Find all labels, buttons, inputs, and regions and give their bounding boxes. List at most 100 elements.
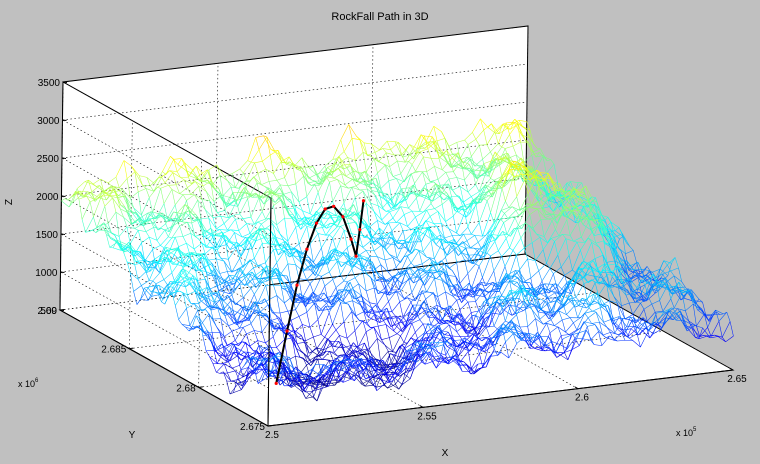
mesh-line — [263, 196, 268, 205]
mesh-line — [127, 212, 136, 223]
mesh-line — [61, 198, 66, 202]
mesh-line — [236, 187, 245, 202]
mesh-line — [111, 185, 120, 189]
mesh-line — [163, 279, 168, 285]
mesh-line — [150, 219, 154, 228]
mesh-line — [342, 165, 347, 177]
mesh-line — [205, 246, 214, 254]
mesh-line — [169, 218, 178, 220]
mesh-line — [240, 249, 245, 257]
mesh-line — [257, 221, 262, 225]
mesh-line — [105, 189, 114, 194]
mesh-line — [292, 214, 301, 230]
mesh-line — [441, 131, 446, 139]
mesh-line — [149, 187, 158, 198]
mesh-line — [199, 174, 204, 187]
mesh-line — [255, 137, 260, 150]
mesh-line — [213, 194, 222, 202]
mesh-line — [109, 247, 114, 249]
mesh-line — [335, 163, 344, 170]
mesh-line — [221, 232, 226, 240]
mesh-line — [204, 253, 209, 261]
mesh-line — [217, 239, 226, 251]
mesh-line — [281, 156, 290, 162]
mesh-line — [164, 256, 169, 260]
mesh-line — [270, 149, 279, 155]
mesh-line — [117, 195, 126, 199]
mesh-line — [206, 191, 215, 202]
mesh-line — [229, 201, 234, 206]
mesh-line — [171, 225, 180, 239]
mesh-line — [90, 192, 99, 198]
mesh-line — [170, 247, 178, 251]
mesh-line — [281, 195, 286, 206]
mesh-line — [532, 148, 541, 153]
mesh-line — [134, 262, 143, 265]
mesh-line — [292, 218, 296, 228]
mesh-line — [321, 182, 330, 206]
mesh-line — [246, 223, 255, 225]
mesh-line — [270, 150, 279, 156]
mesh-line — [328, 210, 337, 216]
mesh-line — [121, 192, 126, 197]
mesh-line — [320, 171, 325, 180]
mesh-line — [262, 154, 271, 162]
mesh-line — [151, 263, 160, 273]
mesh-line — [303, 176, 308, 197]
mesh-line — [381, 162, 386, 166]
mesh-line — [202, 180, 211, 187]
mesh-line — [133, 207, 138, 216]
mesh-line — [329, 179, 338, 183]
mesh-line — [200, 257, 205, 268]
mesh-line — [291, 191, 300, 203]
mesh-line — [228, 246, 237, 260]
mesh-line — [155, 214, 160, 219]
mesh-line — [168, 184, 177, 186]
mesh-line — [250, 149, 260, 163]
mesh-line — [263, 135, 267, 138]
mesh-line — [305, 166, 314, 168]
mesh-line — [169, 170, 178, 172]
mesh-line — [296, 219, 301, 226]
mesh-line — [237, 198, 242, 207]
mesh-line — [217, 249, 221, 259]
mesh-line — [176, 219, 184, 223]
mesh-line — [153, 227, 162, 229]
mesh-line — [208, 217, 213, 234]
mesh-line — [152, 212, 157, 219]
mesh-line — [91, 185, 100, 193]
mesh-line — [147, 262, 156, 266]
mesh-line — [117, 241, 122, 251]
mesh-line — [151, 211, 159, 214]
mesh-line — [116, 195, 125, 207]
mesh-line — [277, 150, 282, 162]
mesh-line — [397, 160, 406, 163]
mesh-line — [142, 262, 151, 272]
mesh-line — [346, 164, 351, 168]
mesh-line — [173, 211, 178, 214]
mesh-line — [160, 236, 169, 246]
mesh-line — [165, 211, 174, 224]
mesh-line — [326, 172, 331, 174]
mesh-line — [202, 185, 207, 192]
mesh-line — [231, 213, 240, 216]
mesh-line — [158, 213, 167, 222]
mesh-line — [220, 257, 229, 260]
mesh-line — [223, 261, 232, 273]
mesh-line — [111, 232, 120, 237]
mesh-line — [256, 182, 261, 199]
mesh-line — [223, 261, 228, 272]
mesh-line — [201, 199, 210, 201]
mesh-line — [173, 158, 182, 160]
mesh-line — [163, 203, 168, 219]
mesh-line — [345, 170, 354, 177]
mesh-line — [122, 243, 131, 252]
mesh-line — [374, 152, 379, 162]
mesh-line — [176, 204, 186, 214]
mesh-line — [81, 219, 86, 233]
mesh-line — [126, 226, 131, 244]
mesh-line — [534, 156, 544, 172]
mesh-line — [210, 181, 215, 202]
mesh-line — [279, 233, 288, 242]
mesh-line — [242, 218, 247, 224]
